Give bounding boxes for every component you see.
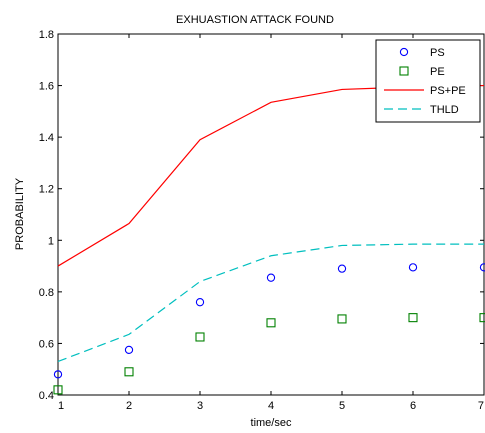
x-tick-label: 6: [410, 400, 416, 412]
y-tick-label: 0.6: [39, 338, 54, 350]
legend: PS PE PS+PE THLD: [375, 39, 481, 123]
y-axis: 0.4 0.6 0.8 1 1.2 1.4 1.6 1.8: [39, 29, 484, 402]
y-tick-label: 1.8: [39, 29, 54, 41]
legend-marker: [399, 66, 409, 76]
data-point-pe: [124, 367, 134, 377]
data-point-ps: [337, 264, 347, 273]
y-tick-label: 0.8: [39, 287, 54, 299]
x-tick-label: 1: [58, 400, 64, 412]
data-point-pe: [479, 313, 485, 323]
data-point-pe: [266, 318, 276, 328]
data-point-pe: [195, 332, 205, 342]
data-point-ps: [479, 263, 485, 272]
x-tick-label: 3: [197, 400, 203, 412]
legend-marker: [399, 47, 409, 57]
y-tick-label: 1.4: [39, 132, 54, 144]
data-point-pe: [337, 314, 347, 324]
legend-box: [375, 39, 481, 123]
data-point-ps: [195, 298, 205, 307]
data-point-pe: [53, 385, 63, 395]
legend-label: THLD: [430, 104, 459, 116]
y-axis-label: PROBABILITY: [14, 177, 26, 250]
x-tick-label: 5: [339, 400, 345, 412]
x-tick-label: 7: [478, 400, 484, 412]
y-tick-label: 1.2: [39, 184, 54, 196]
legend-label: PS: [430, 47, 445, 59]
legend-label: PS+PE: [430, 85, 466, 97]
y-tick-label: 1: [48, 235, 54, 247]
data-point-ps: [266, 273, 276, 282]
series-line-thld: [57, 243, 484, 363]
y-tick-label: 0.4: [39, 390, 54, 402]
x-axis-label: time/sec: [251, 417, 292, 429]
x-axis: 1 2 3 4 5 6 7: [57, 34, 485, 412]
y-tick-label: 1.6: [39, 81, 54, 93]
chart-title: EXHUASTION ATTACK FOUND: [176, 14, 334, 26]
data-point-ps: [53, 370, 63, 379]
x-tick-label: 2: [126, 400, 132, 412]
data-point-ps: [124, 345, 134, 355]
x-tick-label: 4: [268, 400, 274, 412]
legend-label: PE: [430, 66, 445, 78]
data-point-pe: [408, 313, 418, 323]
data-point-ps: [408, 263, 418, 272]
